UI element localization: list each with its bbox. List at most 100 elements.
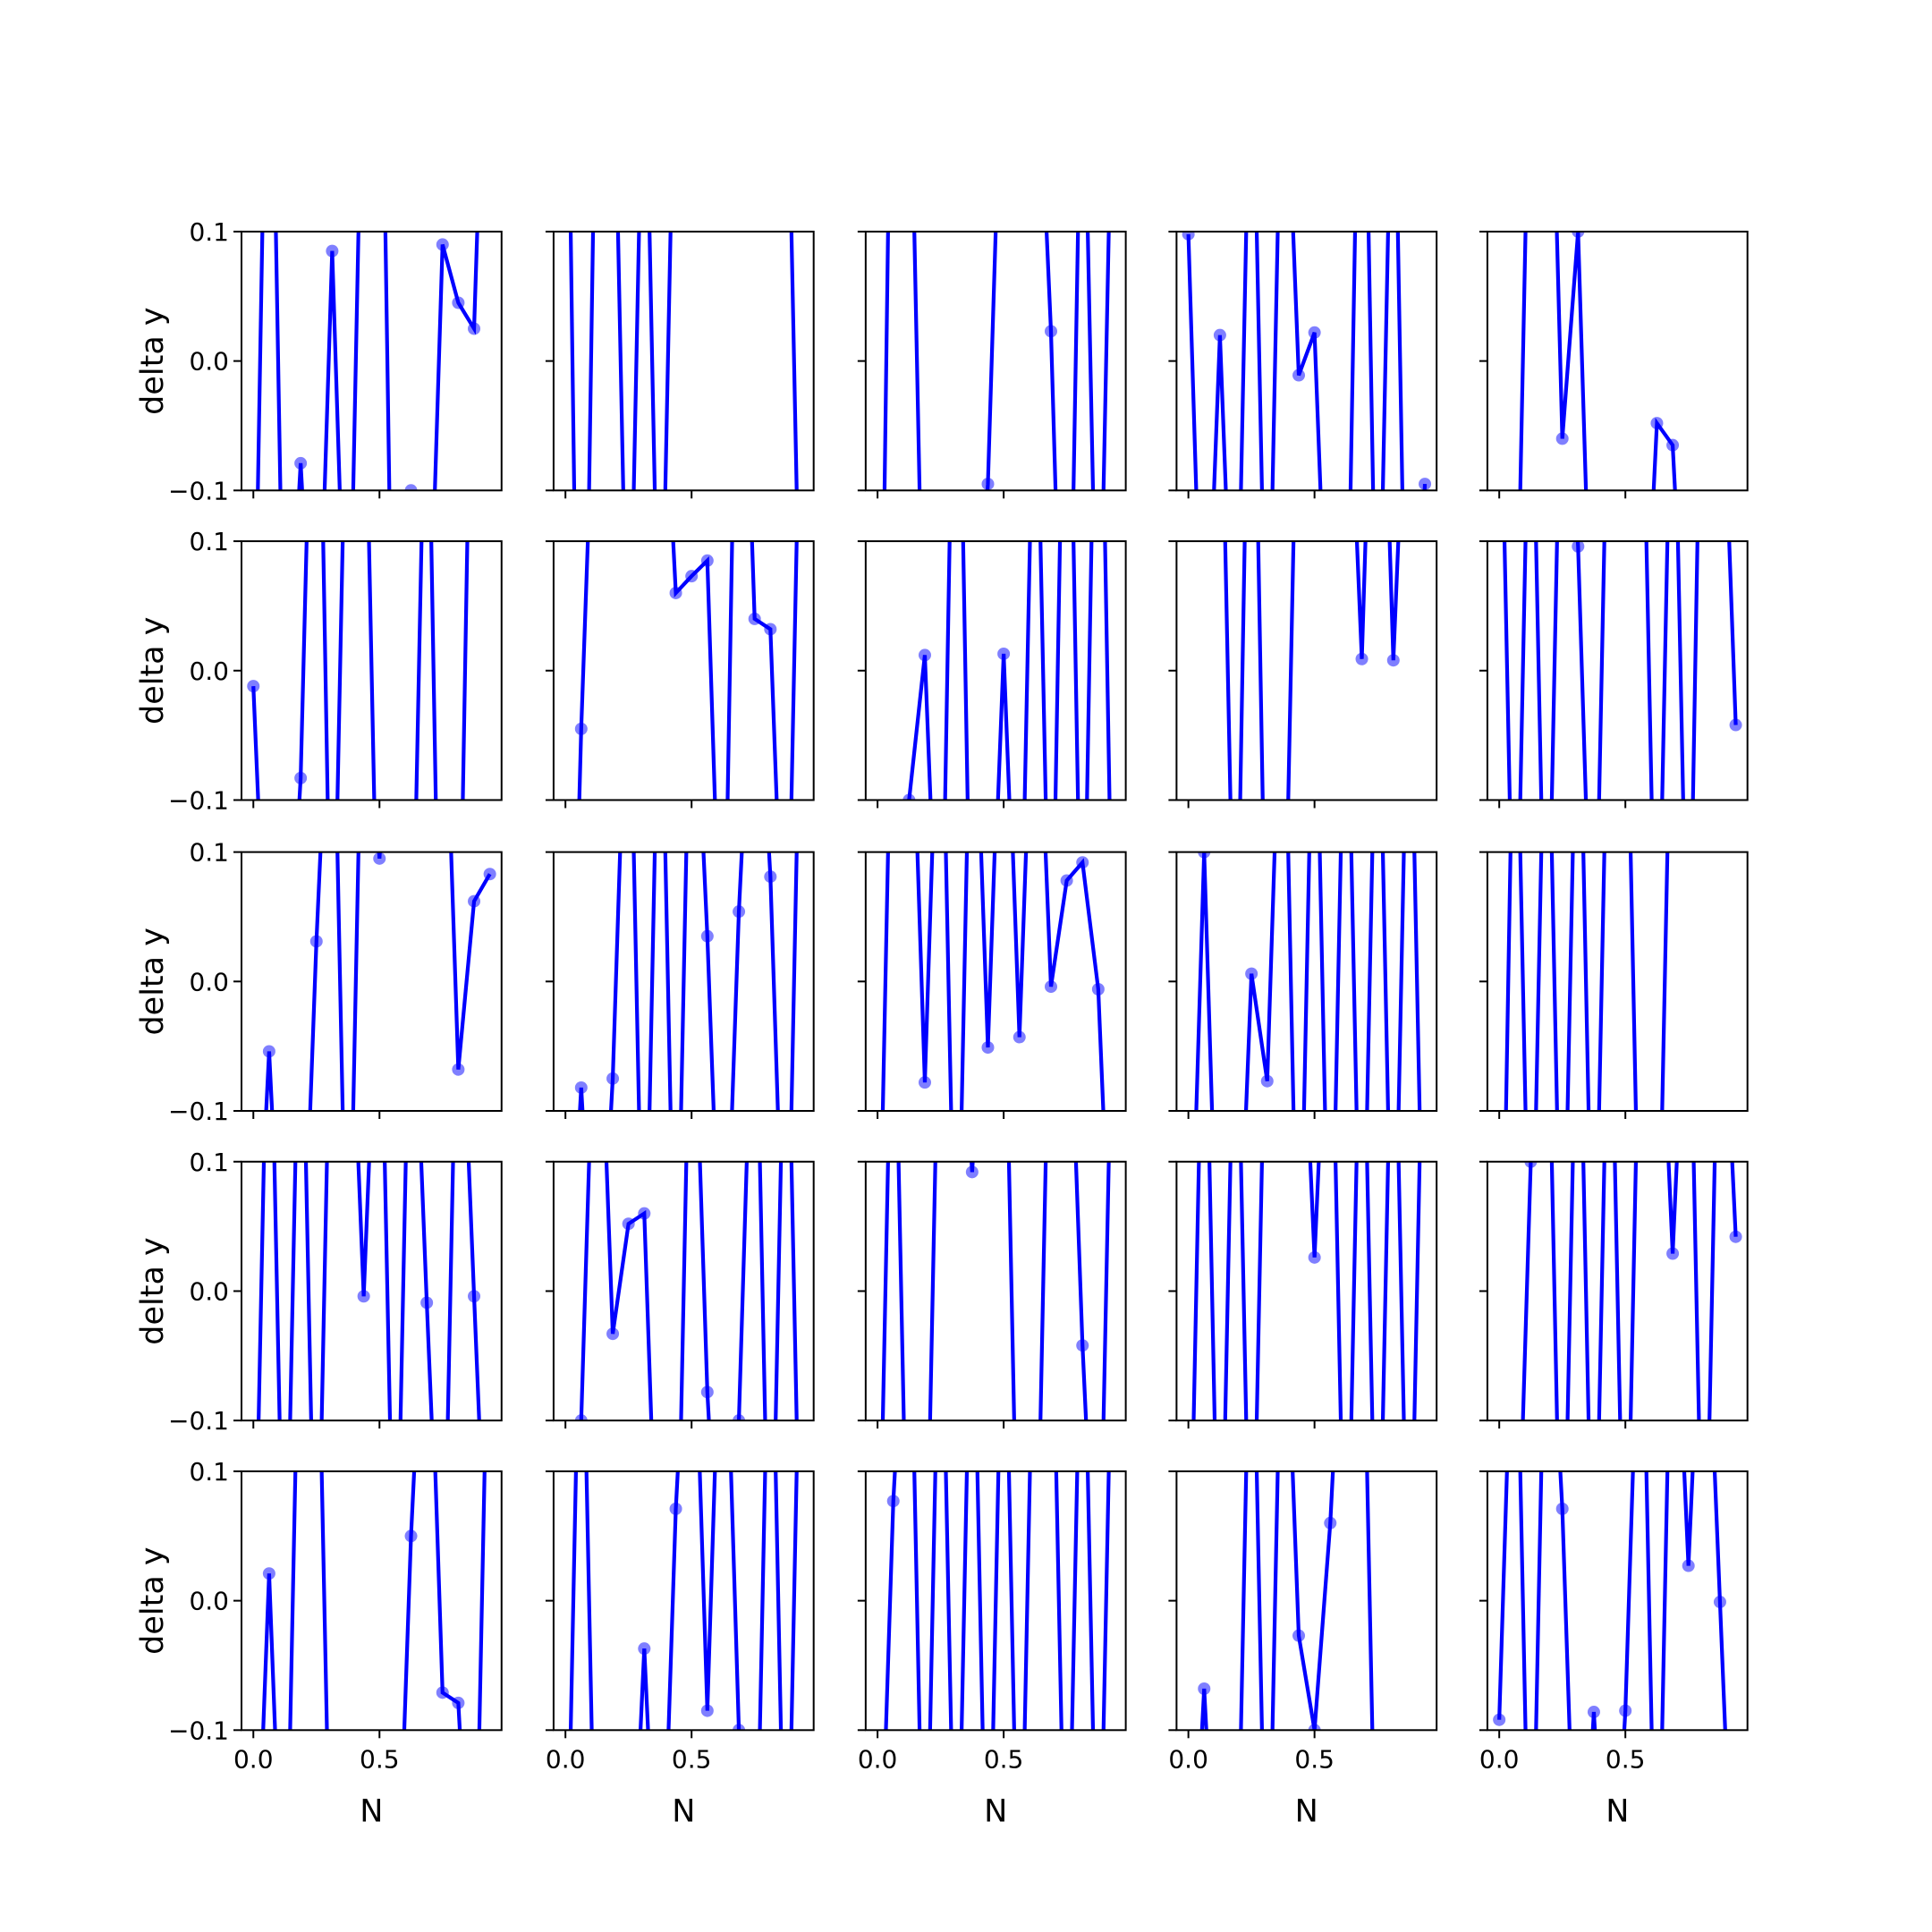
data-point [638, 1207, 651, 1220]
plot-area [574, 1161, 799, 1686]
plot-area [1521, 1161, 1742, 1686]
data-point [294, 456, 308, 470]
data-point [700, 1385, 714, 1399]
data-point [654, 276, 666, 289]
data-point [1666, 438, 1680, 452]
data-line [907, 541, 1112, 801]
data-point [1013, 1030, 1026, 1044]
data-point [405, 587, 418, 599]
data-point [1060, 874, 1073, 887]
data-line [251, 541, 470, 801]
data-point [997, 647, 1011, 660]
data-line [579, 1161, 799, 1421]
data-point [1029, 276, 1041, 289]
data-line [1502, 541, 1738, 801]
data-point [247, 1674, 259, 1686]
data-point [484, 1207, 496, 1219]
data-point [1540, 587, 1553, 599]
data-point [1061, 147, 1073, 159]
data-point [685, 587, 698, 599]
plot-area [568, 1470, 799, 1731]
data-point [1635, 743, 1648, 756]
data-point [966, 1207, 979, 1219]
data-point [1045, 1053, 1057, 1065]
data-point [1714, 276, 1726, 289]
data-point [748, 612, 761, 625]
data-point [262, 1045, 275, 1058]
data-point [966, 587, 979, 599]
data-point [279, 743, 292, 756]
data-point [357, 1290, 370, 1303]
data-point [1619, 1704, 1632, 1717]
x-tick-label: 0.0 [546, 1744, 586, 1774]
x-tick-label: 0.5 [1606, 1744, 1646, 1774]
plot-area [880, 1161, 1111, 1686]
data-point [1587, 1706, 1600, 1719]
data-point [342, 276, 354, 289]
data-point [871, 1002, 884, 1014]
data-point [1509, 1207, 1521, 1219]
data-point [1493, 1002, 1505, 1014]
data-point [1309, 587, 1321, 599]
plot-area [902, 147, 1112, 1065]
data-point [468, 322, 481, 335]
data-point [1555, 432, 1569, 445]
data-point [1714, 743, 1726, 756]
y-tick-label: 0.1 [189, 527, 229, 556]
data-point [1555, 1502, 1569, 1515]
y-tick-label: −0.1 [168, 1406, 229, 1436]
data-point [1666, 1247, 1680, 1260]
data-point [326, 1053, 338, 1065]
data-point [1588, 1674, 1600, 1686]
y-tick-label: 0.1 [189, 838, 229, 868]
data-point [966, 1053, 979, 1065]
data-point [1029, 1674, 1041, 1686]
data-point [468, 1290, 481, 1303]
data-point [1029, 1207, 1041, 1219]
data-point [1698, 1674, 1710, 1686]
data-point [716, 1674, 729, 1686]
data-point [1308, 326, 1321, 339]
data-point [654, 743, 666, 756]
data-point [1387, 896, 1400, 909]
data-point [1419, 1363, 1431, 1376]
x-tick-label: 0.5 [1294, 1744, 1335, 1774]
data-point [405, 1053, 418, 1065]
data-point [669, 1502, 682, 1515]
y-tick-label: −0.1 [168, 476, 229, 505]
data-point [1402, 276, 1415, 289]
data-point [1230, 896, 1242, 909]
data-point [373, 852, 386, 865]
data-point [764, 623, 777, 636]
data-point [700, 554, 714, 567]
data-point [1324, 147, 1336, 159]
y-tick-label: 0.0 [189, 347, 229, 377]
data-point [559, 1363, 572, 1376]
data-point [1493, 1713, 1506, 1726]
data-line [1504, 852, 1670, 1111]
x-tick-label: 0.0 [1479, 1744, 1520, 1774]
data-point [373, 896, 386, 909]
data-point [902, 1207, 915, 1219]
data-point [1245, 967, 1258, 980]
data-point [342, 896, 354, 909]
data-point [1076, 1053, 1089, 1065]
x-tick-label: 0.0 [1168, 1744, 1208, 1774]
data-point [1402, 1674, 1415, 1686]
data-point [1230, 1053, 1242, 1065]
y-tick-label: 0.1 [189, 217, 229, 247]
data-point [1619, 587, 1631, 599]
data-point [1182, 231, 1195, 241]
data-point [1419, 478, 1432, 491]
x-axis-label: N [1606, 1793, 1629, 1829]
data-point [1340, 1674, 1352, 1686]
data-point [263, 896, 275, 909]
data-point [1387, 1363, 1400, 1376]
x-tick-label: 0.5 [984, 1744, 1024, 1774]
plot-area [1198, 1470, 1375, 1731]
data-point [1730, 1002, 1742, 1014]
plot-area [871, 231, 1111, 1014]
data-point [1524, 1161, 1538, 1168]
plot-area [247, 276, 470, 1065]
